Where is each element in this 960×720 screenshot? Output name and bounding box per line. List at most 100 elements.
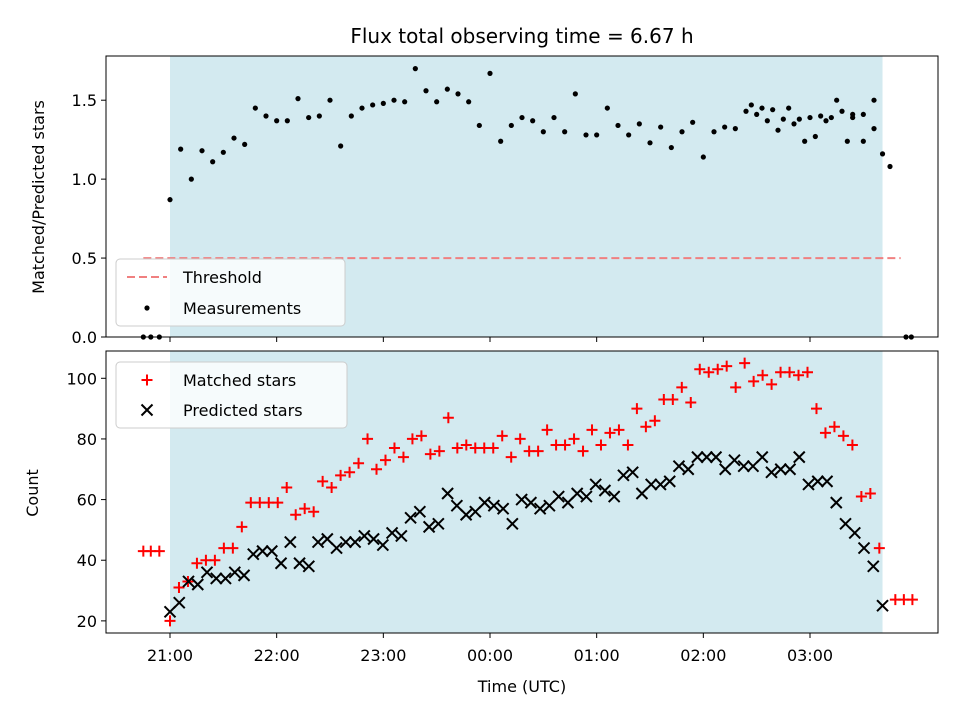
predicted-star-point [441,487,454,500]
matched-star-point [855,491,867,503]
measurement-point [615,122,621,129]
measurement-point [572,91,578,97]
matched-star-point [308,506,320,518]
predicted-star-point [311,535,325,549]
matched-star-point [433,445,445,457]
predicted-star-point [450,499,464,512]
bottom-legend: Matched stars Predicted stars [115,361,348,429]
predicted-star-point [635,487,649,500]
measurement-point [812,133,818,140]
predicted-star-point [561,496,575,509]
predicted-star-point [746,460,760,473]
predicted-star-point [256,544,269,558]
predicted-star-point [848,526,861,540]
measurement-point [530,118,536,124]
predicted-star-point [709,450,723,464]
measurement-point [412,66,418,72]
x-tick-label: 22:00 [254,646,300,665]
matched-star-point [164,615,176,627]
measurement-point [860,111,866,118]
predicted-star-point [654,478,667,491]
predicted-star-point [274,557,288,570]
measurement-point [636,121,642,127]
matched-star-point [326,481,338,493]
predicted-star-point [404,511,417,524]
matched-star-point [906,594,918,606]
predicted-star-point [700,450,713,464]
predicted-star-point [737,460,750,473]
bottom-legend-box [115,361,348,429]
matched-star-point [514,433,526,445]
bottom-axes-frame [105,350,939,634]
matched-star-point [236,521,248,533]
matched-star-point [344,466,356,478]
measurement-point [210,159,216,165]
predicted-star-point [191,578,204,591]
predicted-star-point [284,535,297,549]
x-tick-label: 02:00 [680,646,726,665]
predicted-star-point [247,547,260,561]
measurement-point [732,126,738,132]
matched-star-point [460,439,472,451]
measurement-point [540,129,546,135]
measurement-point [823,118,829,124]
predicted-star-point [330,541,343,555]
measurement-point [551,114,557,121]
measurement-point [647,140,653,146]
legend-measurements-swatch [144,305,150,311]
measurement-point [764,118,770,124]
measurement-point [871,126,877,132]
measurement-point [711,129,717,135]
predicted-star-point [385,526,399,540]
predicted-star-point [570,487,584,500]
measurement-point [402,99,408,105]
measurement-point [700,154,706,160]
top-legend: Threshold Measurements [115,258,346,327]
matched-star-point [802,366,814,378]
measurement-point [594,132,600,138]
predicted-star-point [756,450,769,464]
top-legend-box [115,258,346,327]
predicted-star-point [376,538,390,552]
measurement-point [423,88,429,94]
matched-star-point [586,424,598,436]
matched-star-point [371,463,383,475]
matched-star-point [577,445,589,457]
predicted-star-point [339,535,353,549]
predicted-star-point [496,502,510,515]
matched-star-point [640,421,652,433]
measurement-point [295,96,301,102]
predicted-star-point [802,478,815,491]
predicted-star-point [644,478,658,491]
matched-star-point [819,427,831,439]
measurement-point [679,129,685,135]
matched-star-point [568,433,580,445]
predicted-star-point [487,499,501,512]
measurement-point [242,141,248,148]
measurement-point [370,102,376,108]
matched-star-point [505,451,517,463]
measurement-point [802,138,808,144]
matched-star-point [667,394,679,406]
predicted-star-point [783,463,797,476]
measurement-point [844,138,850,144]
predicted-star-point [173,596,186,609]
matched-star-point [532,445,544,457]
matched-star-point [685,397,697,409]
predicted-star-point [552,490,565,503]
measurement-point [879,151,886,157]
matched-star-point [810,403,822,415]
predicted-star-point [459,508,473,521]
measurement-point [626,132,632,138]
measurement-point [306,114,312,121]
measurement-point [860,138,866,144]
legend-matched-label: Matched stars [183,371,296,390]
legend-predicted-swatch [140,403,154,417]
predicted-star-point [867,560,880,573]
predicted-star-point [681,463,695,476]
matched-star-point [299,503,311,515]
bottom-y-tick-label: 80 [77,430,97,449]
measurement-point [476,122,482,129]
measurement-point [583,132,589,138]
